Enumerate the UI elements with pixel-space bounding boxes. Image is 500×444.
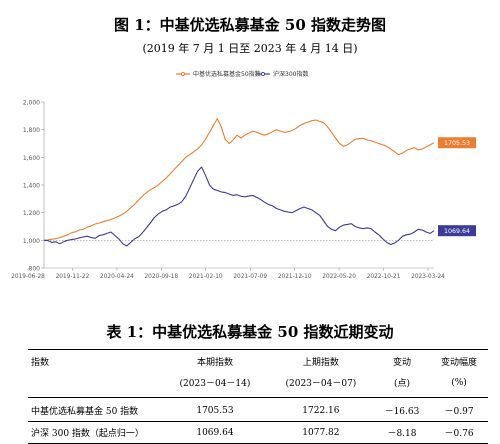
- cell-current: 1069.64: [196, 427, 234, 438]
- series-line: [43, 166, 435, 247]
- y-tick-label: 1,600: [23, 155, 40, 162]
- chart-axes: 800 1,000 1,200 1,400 1,600 1,800 2,000 2019-06…: [11, 100, 445, 281]
- cell-change-pct: －0.76: [444, 429, 474, 439]
- col-header-change: 变动: [373, 349, 431, 370]
- col-subheader-previous-date: (2023－04－07): [267, 370, 374, 398]
- series-line: [43, 118, 435, 241]
- x-tick-label: 2020-09-18: [144, 274, 178, 280]
- figure-title: 图 1：中基优选私募基金 50 指数走势图: [114, 16, 386, 34]
- legend-marker: [180, 71, 186, 77]
- col-subheader-current-date: (2023－04－14): [162, 370, 268, 398]
- legend-marker: [260, 71, 266, 77]
- col-subheader-index: [28, 370, 162, 398]
- cell-change: －8.18: [387, 429, 417, 439]
- y-tick-label: 1,800: [23, 127, 40, 134]
- cell-previous: 1077.82: [302, 427, 340, 438]
- cell-index-name: 沪深 300 指数（起点归一）: [31, 429, 144, 439]
- col-header-previous: 上期指数: [267, 349, 374, 370]
- legend-label: 中基优选私募基金50指数: [193, 70, 261, 78]
- table-header-row: 指数 本期指数 上期指数 变动 变动幅度: [28, 349, 488, 370]
- end-value-labels: 1705.53 1069.64: [438, 137, 476, 237]
- index-change-table: 指数 本期指数 上期指数 变动 变动幅度 (2023－04－14) (2023－…: [28, 349, 488, 444]
- col-header-change-pct: 变动幅度: [430, 349, 488, 370]
- x-tick-label: 2023-03-24: [411, 274, 445, 280]
- end-label-box: [438, 225, 476, 237]
- col-subheader-pct-unit: (%): [430, 370, 488, 398]
- y-tick-label: 1,200: [23, 210, 40, 217]
- y-tick-label: 1,000: [23, 238, 40, 245]
- table-title: 表 1：中基优选私募基金 50 指数近期变动: [106, 323, 394, 341]
- legend-label: 沪深300指数: [273, 70, 308, 78]
- figure-subtitle: (2019 年 7 月 1 日至 2023 年 4 月 14 日): [142, 42, 358, 55]
- y-tick-label: 2,000: [23, 100, 40, 107]
- x-tick-label: 2019-06-28: [11, 274, 45, 280]
- end-label-value: 1069.64: [444, 228, 470, 235]
- index-trend-chart: 中基优选私募基金50指数 沪深300指数 800 1,000 1,200 1,400 1,…: [11, 70, 476, 281]
- end-label-value: 1705.53: [444, 140, 470, 147]
- cell-change-pct: －0.97: [444, 407, 474, 417]
- y-tick-label: 1,400: [23, 183, 40, 190]
- x-tick-label: 2022-05-20: [322, 274, 356, 280]
- table-row: 沪深 300 指数（起点归一） 1069.64 1077.82 －8.18 －0…: [28, 422, 488, 444]
- cell-change: －16.63: [384, 407, 420, 417]
- table-header-subrow: (2023－04－14) (2023－04－07) (点) (%): [28, 370, 488, 398]
- chart-legend: 中基优选私募基金50指数 沪深300指数: [176, 70, 308, 78]
- x-tick-label: 2021-07-09: [233, 274, 267, 280]
- x-tick-label: 2021-12-10: [278, 274, 312, 280]
- x-tick-label: 2019-11-22: [56, 274, 90, 280]
- chart-series: [43, 118, 435, 247]
- cell-previous: 1722.16: [302, 405, 340, 416]
- col-header-index: 指数: [28, 349, 162, 370]
- col-subheader-change-unit: (点): [373, 370, 431, 398]
- x-tick-label: 2022-10-21: [367, 274, 401, 280]
- end-label-box: [438, 137, 476, 149]
- x-tick-label: 2021-02-10: [189, 274, 223, 280]
- cell-index-name: 中基优选私募基金 50 指数: [31, 407, 139, 417]
- y-tick-label: 800: [29, 266, 41, 273]
- col-header-current: 本期指数: [162, 349, 268, 370]
- cell-current: 1705.53: [196, 405, 234, 416]
- x-tick-label: 2020-04-24: [100, 274, 134, 280]
- table-row: 中基优选私募基金 50 指数 1705.53 1722.16 －16.63 －0…: [28, 398, 488, 422]
